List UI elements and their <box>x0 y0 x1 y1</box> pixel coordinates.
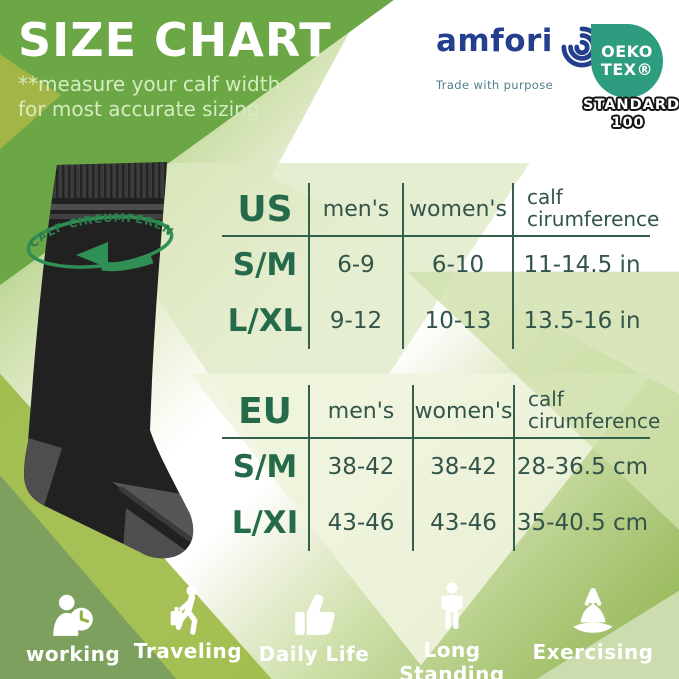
oeko-tex-badge: OEKO TEX® <box>591 24 663 98</box>
us-col-mens: men's <box>308 183 402 237</box>
table-cell: 38-42 <box>308 439 412 495</box>
us-col-calf: calf cirumference <box>512 183 659 237</box>
table-cell: 9-12 <box>308 293 402 349</box>
activity-exercising: Exercising <box>528 586 658 664</box>
table-cell: 11-14.5 in <box>512 237 650 293</box>
table-cell: 6-10 <box>402 237 512 293</box>
standing-person-icon <box>387 582 517 634</box>
table-cell: 10-13 <box>402 293 512 349</box>
table-row-label: S/M <box>232 247 298 283</box>
thumbs-up-icon <box>249 588 379 638</box>
eu-col-womens: women's <box>412 385 513 439</box>
us-col-womens: women's <box>402 183 512 237</box>
activity-working: working <box>8 588 138 666</box>
sock-cuff <box>32 162 192 198</box>
eu-col-calf: calf cirumference <box>513 385 660 439</box>
amfori-tagline: Trade with purpose <box>436 78 554 92</box>
table-row-label: L/XL <box>227 303 303 339</box>
yoga-icon <box>528 586 658 636</box>
title-block: SIZE CHART **measure your calf width for… <box>18 16 332 121</box>
sock-toe <box>122 508 194 559</box>
us-size-table: US men's women's calf cirumference S/M 6… <box>222 183 659 349</box>
page-title: SIZE CHART <box>18 13 332 67</box>
amfori-logo: amfori Trade with purpose <box>436 26 603 92</box>
person-clock-icon <box>8 588 138 638</box>
sock-heel <box>24 438 62 506</box>
oeko-tex-standard-label: STANDARD 100 <box>583 97 679 132</box>
measure-note: **measure your calf width for most accur… <box>18 72 281 121</box>
table-row-label: S/M <box>232 449 298 485</box>
eu-region-label: EU <box>222 385 308 439</box>
walking-suitcase-icon <box>123 585 253 635</box>
activity-traveling: Traveling <box>123 585 253 663</box>
us-region-label: US <box>222 183 308 237</box>
eu-col-mens: men's <box>308 385 412 439</box>
activity-daily-life: Daily Life <box>249 588 379 666</box>
eu-size-table: EU men's women's calf cirumference S/M 3… <box>222 385 660 551</box>
table-cell: 43-46 <box>308 495 412 551</box>
activity-long-standing: Long Standing <box>387 582 517 679</box>
table-cell: 6-9 <box>308 237 402 293</box>
table-cell: 28-36.5 cm <box>513 439 650 495</box>
amfori-wordmark: amfori <box>436 23 553 59</box>
sock-illustration: CALF CIRCUMFERENCE <box>0 141 232 582</box>
table-cell: 43-46 <box>412 495 513 551</box>
table-cell: 38-42 <box>412 439 513 495</box>
table-cell: 35-40.5 cm <box>513 495 650 551</box>
table-row-label: L/XI <box>231 505 299 541</box>
calf-measure-arrow <box>26 215 174 272</box>
table-cell: 13.5-16 in <box>512 293 650 349</box>
